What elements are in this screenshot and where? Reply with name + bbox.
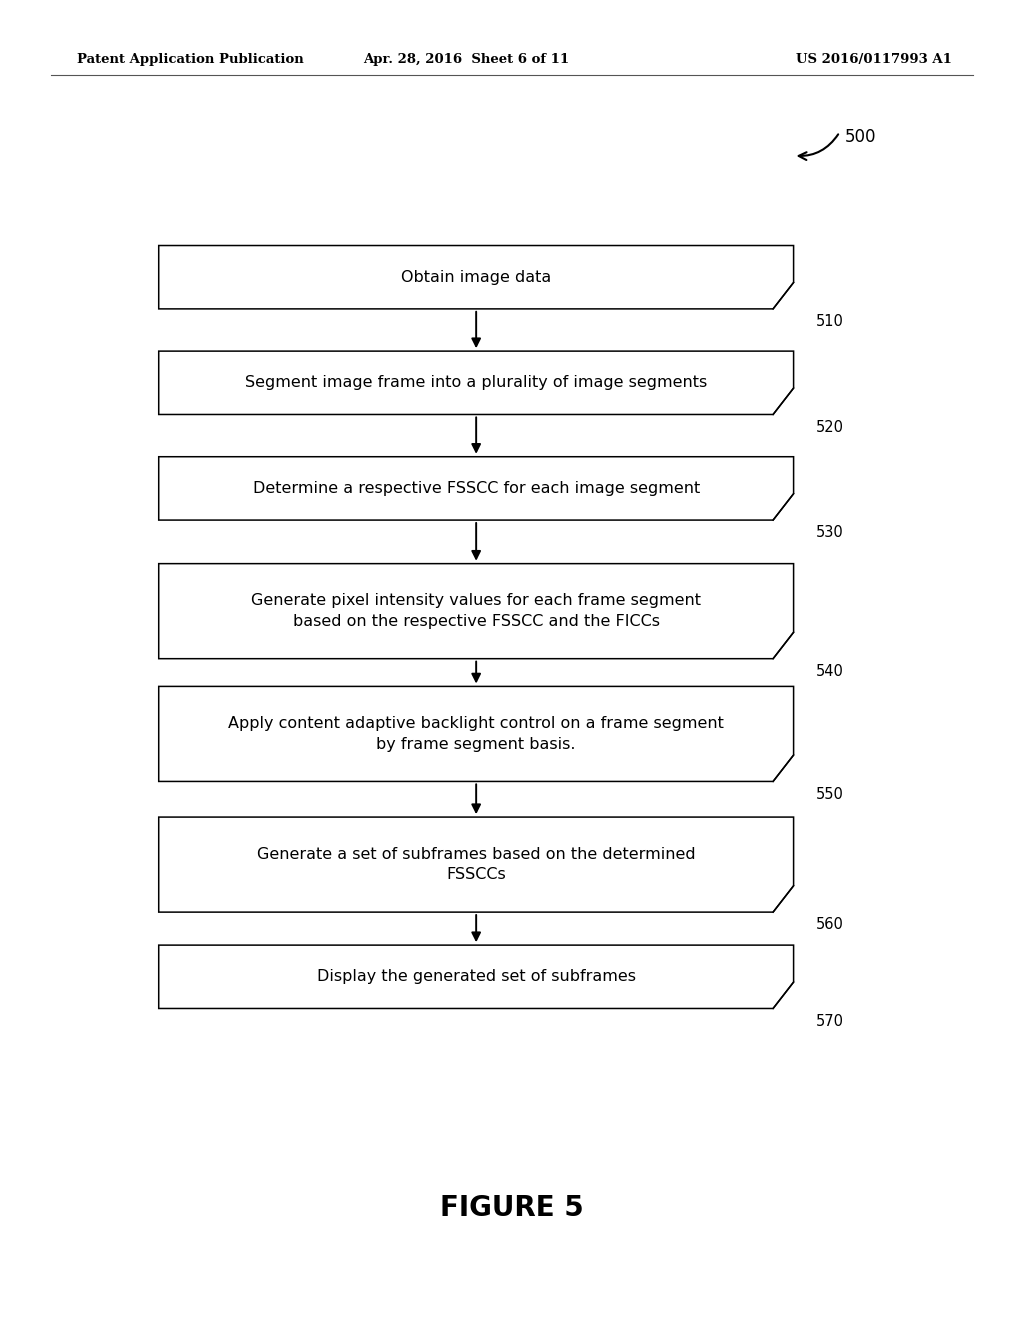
Text: Obtain image data: Obtain image data	[401, 269, 551, 285]
Text: Segment image frame into a plurality of image segments: Segment image frame into a plurality of …	[245, 375, 708, 391]
Text: Apply content adaptive backlight control on a frame segment
by frame segment bas: Apply content adaptive backlight control…	[228, 717, 724, 751]
Text: 520: 520	[816, 420, 844, 434]
Text: 510: 510	[816, 314, 844, 329]
Text: 530: 530	[816, 525, 844, 540]
PathPatch shape	[159, 945, 794, 1008]
Text: Generate a set of subframes based on the determined
FSSCCs: Generate a set of subframes based on the…	[257, 847, 695, 882]
Text: 560: 560	[816, 917, 844, 932]
Text: Generate pixel intensity values for each frame segment
based on the respective F: Generate pixel intensity values for each…	[251, 594, 701, 628]
Text: 570: 570	[816, 1014, 844, 1028]
PathPatch shape	[159, 351, 794, 414]
Text: Display the generated set of subframes: Display the generated set of subframes	[316, 969, 636, 985]
PathPatch shape	[159, 817, 794, 912]
PathPatch shape	[159, 564, 794, 659]
Text: Apr. 28, 2016  Sheet 6 of 11: Apr. 28, 2016 Sheet 6 of 11	[362, 53, 569, 66]
Text: Patent Application Publication: Patent Application Publication	[77, 53, 303, 66]
PathPatch shape	[159, 686, 794, 781]
PathPatch shape	[159, 457, 794, 520]
Text: 540: 540	[816, 664, 844, 678]
Text: 550: 550	[816, 787, 844, 801]
Text: Determine a respective FSSCC for each image segment: Determine a respective FSSCC for each im…	[253, 480, 699, 496]
Text: FIGURE 5: FIGURE 5	[440, 1193, 584, 1222]
Text: US 2016/0117993 A1: US 2016/0117993 A1	[797, 53, 952, 66]
Text: 500: 500	[845, 128, 877, 147]
PathPatch shape	[159, 246, 794, 309]
